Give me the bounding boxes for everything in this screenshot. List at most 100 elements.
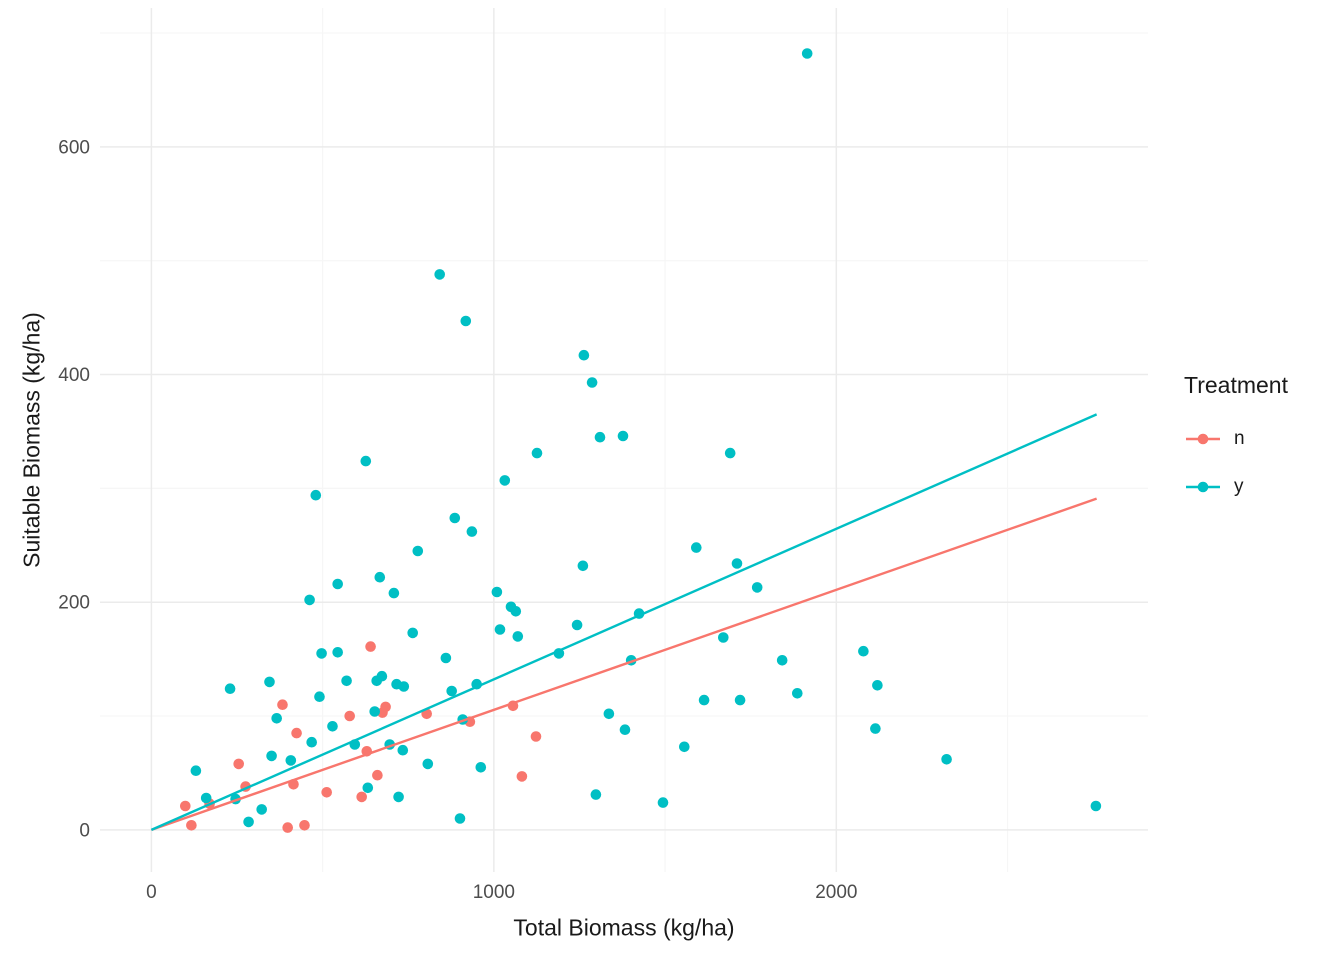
- data-point-y: [374, 571, 386, 583]
- data-point-y: [332, 578, 344, 590]
- data-point-y: [531, 447, 543, 459]
- y-axis-title: Suitable Biomass (kg/ha): [18, 312, 45, 568]
- data-point-n: [344, 710, 356, 722]
- data-point-y: [776, 655, 788, 666]
- data-point-y: [466, 526, 478, 537]
- data-point-y: [256, 804, 268, 815]
- y-tick-label: 600: [58, 137, 90, 158]
- x-tick-label: 1000: [473, 882, 515, 903]
- data-point-y: [691, 542, 702, 553]
- data-point-y: [801, 48, 813, 59]
- y-tick-label: 200: [58, 593, 90, 614]
- regression-line-y: [150, 413, 1098, 831]
- data-point-y: [306, 736, 318, 748]
- data-point-y: [698, 694, 710, 706]
- data-point-y: [332, 647, 344, 658]
- data-point-y: [376, 670, 388, 682]
- legend-label: n: [1234, 428, 1245, 449]
- data-point-n: [365, 641, 376, 652]
- data-point-y: [446, 685, 458, 697]
- data-point-y: [316, 648, 327, 659]
- data-point-y: [499, 475, 511, 486]
- data-point-y: [870, 723, 881, 734]
- data-point-y: [243, 816, 254, 828]
- data-point-n: [516, 771, 528, 782]
- data-point-y: [460, 315, 472, 327]
- data-point-y: [388, 587, 400, 599]
- data-point-y: [858, 645, 869, 657]
- data-point-y: [360, 455, 372, 467]
- x-tick-label: 2000: [815, 882, 857, 903]
- data-point-y: [440, 652, 452, 664]
- data-point-y: [731, 558, 743, 569]
- data-point-y: [594, 431, 606, 443]
- data-point-y: [751, 582, 763, 593]
- data-point-y: [657, 797, 669, 808]
- data-point-y: [271, 713, 283, 724]
- data-point-y: [510, 606, 522, 617]
- data-point-y: [434, 269, 446, 280]
- y-tick-label: 0: [79, 820, 90, 841]
- data-point-y: [679, 741, 690, 753]
- data-point-y: [571, 619, 583, 631]
- data-point-y: [475, 762, 487, 773]
- x-tick-label: 0: [146, 882, 157, 903]
- data-point-y: [224, 683, 236, 694]
- data-point-y: [494, 624, 506, 635]
- data-point-n: [356, 791, 368, 803]
- data-point-y: [577, 560, 589, 572]
- legend-key-icon: [1186, 433, 1220, 445]
- data-point-y: [603, 708, 615, 720]
- data-point-y: [398, 681, 410, 692]
- x-axis-title: Total Biomass (kg/ha): [513, 914, 735, 941]
- data-point-y: [266, 750, 277, 762]
- data-point-y: [1090, 800, 1102, 812]
- legend-key-icon: [1186, 481, 1220, 493]
- data-point-y: [314, 691, 325, 702]
- legend-item-n: n: [1184, 415, 1340, 463]
- data-point-y: [422, 758, 434, 770]
- data-point-y: [578, 349, 590, 361]
- data-point-y: [586, 377, 598, 388]
- data-point-y: [941, 754, 952, 765]
- data-point-n: [530, 731, 542, 742]
- data-point-n: [299, 820, 310, 831]
- data-point-y: [341, 675, 352, 687]
- data-point-y: [617, 430, 629, 442]
- data-point-y: [590, 789, 602, 800]
- data-point-n: [233, 758, 244, 770]
- data-point-y: [512, 631, 524, 642]
- data-point-y: [619, 724, 631, 735]
- data-point-y: [397, 744, 409, 756]
- data-point-n: [291, 727, 302, 739]
- data-point-y: [310, 489, 322, 501]
- data-point-n: [321, 787, 333, 798]
- data-point-y: [369, 706, 381, 717]
- data-point-y: [327, 721, 338, 732]
- y-tick-label: 400: [58, 365, 90, 386]
- legend-label: y: [1234, 476, 1244, 497]
- data-point-n: [186, 820, 197, 831]
- data-point-n: [380, 701, 391, 713]
- data-point-y: [491, 586, 503, 598]
- data-point-y: [190, 765, 202, 776]
- data-point-y: [449, 512, 461, 524]
- data-point-y: [412, 545, 424, 557]
- data-point-n: [372, 769, 383, 781]
- data-point-y: [872, 680, 883, 691]
- data-point-y: [362, 782, 374, 794]
- data-point-y: [285, 755, 297, 766]
- data-point-y: [454, 813, 466, 824]
- data-point-y: [734, 694, 746, 706]
- data-point-y: [407, 627, 419, 639]
- data-point-y: [264, 676, 275, 688]
- data-point-y: [304, 594, 315, 606]
- data-point-n: [180, 800, 191, 812]
- data-point-y: [724, 447, 736, 459]
- data-point-y: [718, 632, 729, 643]
- legend-item-y: y: [1184, 463, 1340, 511]
